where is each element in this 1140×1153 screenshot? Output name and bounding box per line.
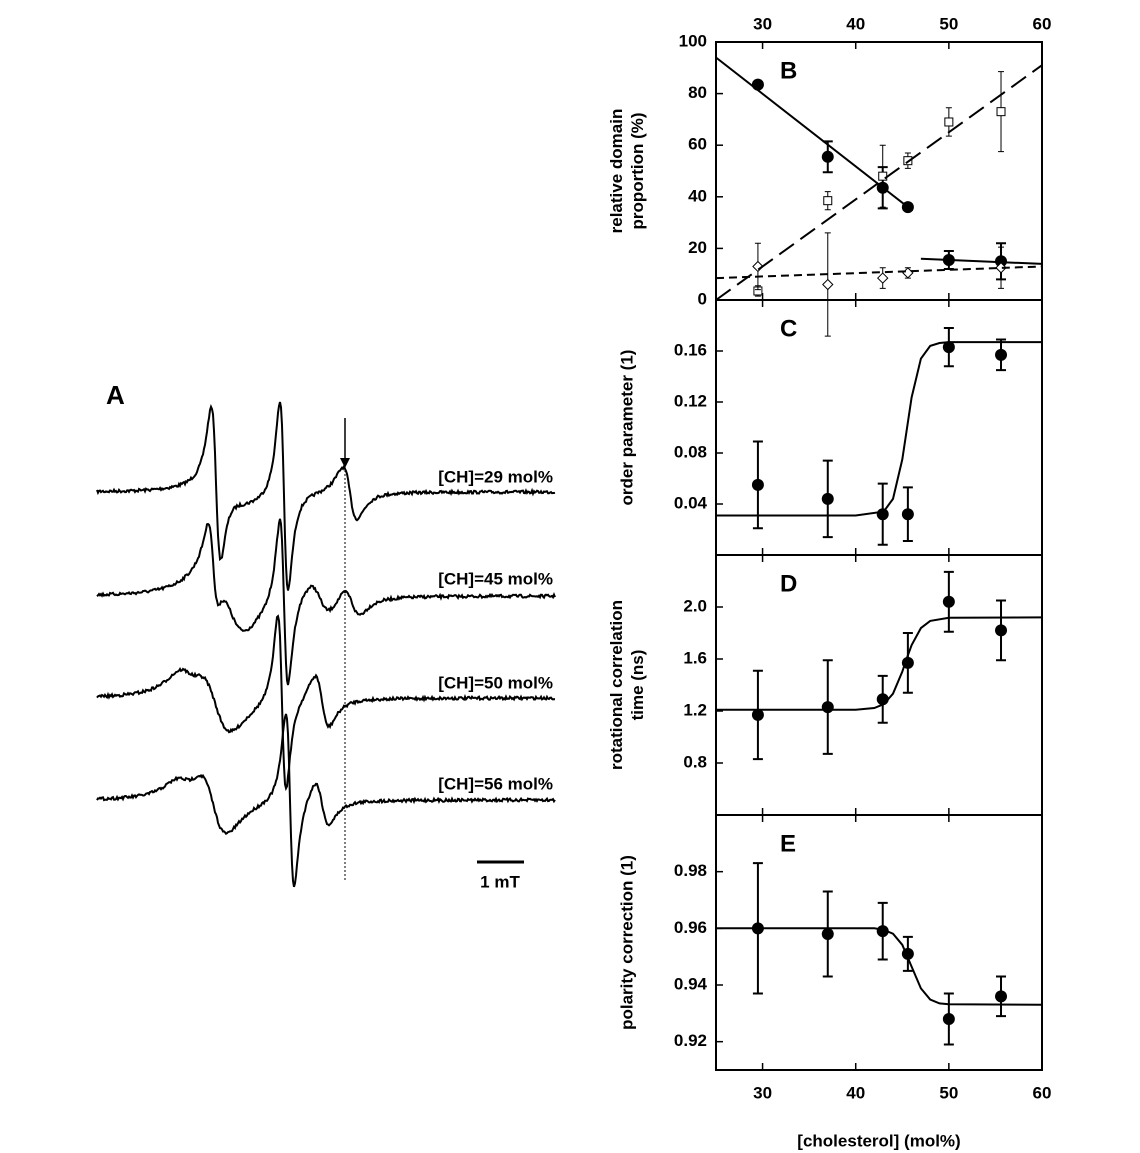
spectrum	[96, 614, 556, 792]
y-tick-label: 0.16	[674, 340, 707, 359]
y-axis-label: proportion (%)	[628, 112, 647, 229]
point	[901, 508, 914, 521]
x-tick-label: 50	[939, 14, 958, 33]
point	[995, 990, 1008, 1003]
fit-line	[715, 265, 1043, 280]
x-tick-label: 30	[753, 1083, 772, 1102]
x-tick-label: 40	[846, 14, 865, 33]
y-axis-label: relative domain	[607, 109, 626, 234]
point	[821, 928, 834, 940]
trace-label: [CH]=45 mol%	[438, 569, 553, 588]
point	[821, 701, 834, 714]
y-tick-label: 2.0	[683, 596, 707, 615]
point	[821, 492, 834, 505]
y-tick-label: 1.6	[683, 648, 707, 667]
y-tick-label: 0.04	[674, 493, 708, 512]
point	[822, 278, 834, 291]
trace-label: [CH]=29 mol%	[438, 467, 553, 486]
x-tick-label: 40	[846, 1083, 865, 1102]
x-axis-label: [cholesterol] (mol%)	[797, 1131, 960, 1150]
point	[942, 1013, 955, 1025]
y-tick-label: 1.2	[683, 700, 707, 719]
panel-label: C	[780, 315, 797, 342]
plot-frame	[715, 554, 1043, 816]
y-axis-label: time (ns)	[628, 650, 647, 721]
point	[942, 595, 955, 608]
x-tick-label: 60	[1033, 14, 1052, 33]
panel-label: D	[780, 570, 797, 597]
y-tick-label: 100	[679, 31, 707, 50]
y-tick-label: 0.92	[674, 1031, 707, 1050]
y-tick-label: 0.08	[674, 442, 707, 461]
x-tick-label: 30	[753, 14, 772, 33]
y-tick-label: 60	[688, 135, 707, 154]
y-tick-label: 0.96	[674, 918, 707, 937]
x-tick-label: 60	[1033, 1083, 1052, 1102]
point	[823, 196, 833, 206]
point	[902, 267, 914, 279]
y-tick-label: 0.98	[674, 861, 707, 880]
spectrum	[96, 401, 556, 591]
y-tick-label: 0	[698, 289, 707, 308]
y-tick-label: 0.94	[674, 974, 708, 993]
panel-label: E	[780, 830, 796, 857]
point	[821, 150, 834, 163]
point	[944, 117, 954, 127]
point	[995, 348, 1008, 361]
panel-label: A	[106, 380, 125, 410]
fit-line	[716, 927, 1043, 1006]
fit-line	[716, 341, 1042, 517]
point	[942, 341, 955, 354]
point	[877, 272, 889, 284]
y-tick-label: 0.12	[674, 391, 707, 410]
fit-line	[715, 64, 1043, 301]
point	[751, 78, 764, 91]
trace-label: [CH]=56 mol%	[438, 774, 553, 793]
point	[995, 624, 1008, 637]
y-tick-label: 20	[688, 238, 707, 257]
arrow-head	[340, 458, 350, 468]
fit-line	[716, 616, 1043, 711]
point	[876, 508, 889, 521]
fit-line	[715, 56, 909, 208]
point	[751, 708, 764, 721]
y-tick-label: 0.8	[683, 752, 707, 771]
trace-label: [CH]=50 mol%	[438, 673, 553, 692]
point	[751, 478, 764, 491]
point	[996, 107, 1006, 117]
y-axis-label: order parameter (1)	[617, 350, 636, 506]
y-tick-label: 80	[688, 83, 707, 102]
point	[995, 262, 1007, 274]
fit-line	[920, 257, 1043, 265]
panel-label: B	[780, 57, 797, 84]
y-tick-label: 40	[688, 186, 707, 205]
spectrum	[96, 518, 556, 686]
x-tick-label: 50	[939, 1083, 958, 1102]
spectrum	[96, 713, 556, 888]
scale-label: 1 mT	[480, 872, 520, 891]
y-axis-label: polarity correction (1)	[617, 855, 636, 1030]
plot-frame	[715, 814, 1043, 1071]
y-axis-label: rotational correlation	[607, 600, 626, 770]
